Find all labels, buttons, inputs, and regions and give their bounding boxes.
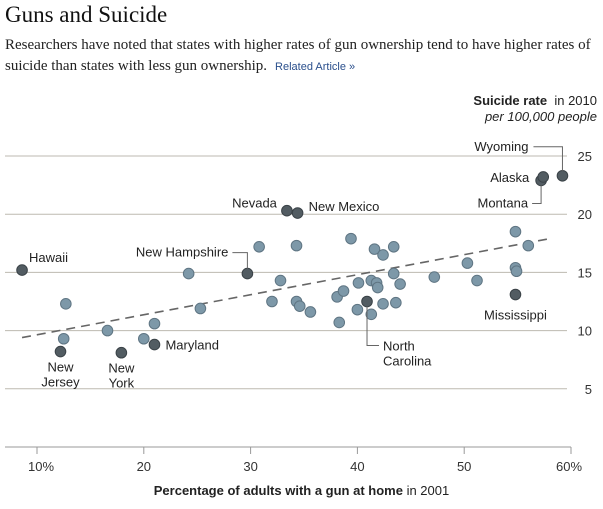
data-point: [290, 239, 303, 252]
y-axis-label-bold: Suicide rate: [473, 93, 548, 108]
data-point: [138, 332, 150, 345]
label-new-york: New York: [108, 361, 135, 391]
data-point: [60, 298, 72, 310]
label-new-mexico: New Mexico: [309, 199, 380, 214]
data-point: [471, 274, 483, 287]
label-new-jersey-line: New: [47, 360, 74, 375]
label-new-jersey-line: Jersey: [41, 375, 80, 390]
data-point: [194, 302, 207, 315]
label-new-jersey: New Jersey: [41, 360, 80, 390]
x-tick-label: 50: [457, 459, 471, 474]
data-point: [182, 267, 195, 280]
trendline: [21, 237, 550, 339]
x-tick-label: 60%: [556, 459, 582, 474]
data-point: [253, 240, 265, 253]
x-tick-label: 10%: [28, 459, 54, 474]
data-point: [351, 303, 364, 316]
data-point: [333, 316, 346, 329]
chart-subtitle: Researchers have noted that states with …: [5, 35, 600, 78]
label-wyoming: Wyoming: [474, 139, 528, 154]
data-point: [394, 278, 406, 290]
point-maryland: [148, 338, 161, 351]
trendline-group: [21, 237, 550, 339]
x-axis: 10% 20 30 40 50 60%: [5, 446, 582, 474]
y-tick-label: 5: [585, 382, 592, 397]
point-new-hampshire: [241, 267, 254, 280]
x-axis-label: Percentage of adults with a gun at home …: [0, 483, 603, 498]
data-point: [57, 332, 70, 345]
y-axis-unit: per 100,000 people: [484, 109, 597, 124]
label-new-york-line: New: [108, 361, 135, 376]
data-point: [274, 274, 287, 287]
data-point: [390, 296, 402, 309]
label-north-carolina-line: North: [383, 339, 415, 354]
data-point: [148, 317, 161, 330]
x-tick-label: 40: [350, 459, 364, 474]
point-north-carolina: [361, 295, 373, 308]
subtitle-text: Researchers have noted that states with …: [5, 37, 591, 74]
data-point: [337, 285, 350, 297]
data-point: [368, 243, 381, 255]
data-point: [428, 271, 441, 283]
x-axis-label-bold: Percentage of adults with a gun at home: [153, 483, 403, 498]
label-new-hampshire: New Hampshire: [136, 245, 228, 260]
leader-line: [232, 252, 248, 269]
related-article-link[interactable]: Related Article »: [275, 61, 356, 73]
point-new-jersey: [54, 345, 67, 358]
data-point: [352, 277, 365, 289]
y-tick-label: 20: [578, 207, 592, 222]
x-tick-label: 30: [243, 459, 257, 474]
data-point: [371, 281, 384, 294]
data-point: [101, 324, 114, 337]
leader-line: [366, 306, 380, 346]
data-point: [365, 308, 378, 321]
point-mississippi: [509, 288, 522, 301]
label-nevada: Nevada: [232, 196, 278, 211]
label-hawaii: Hawaii: [29, 250, 68, 265]
y-tick-label: 15: [578, 265, 592, 280]
data-point: [345, 232, 357, 245]
data-point: [522, 239, 535, 252]
data-point: [387, 267, 400, 280]
data-point: [387, 240, 400, 253]
chart-title: Guns and Suicide: [5, 2, 168, 27]
point-hawaii: [16, 264, 28, 276]
y-tick-label: 25: [578, 149, 592, 164]
point-wyoming: [556, 169, 569, 182]
point-nevada: [281, 204, 293, 217]
leader-line: [533, 146, 563, 171]
point-alaska: [537, 171, 550, 183]
label-maryland: Maryland: [165, 338, 218, 353]
label-mississippi: Mississippi: [484, 308, 547, 323]
label-north-carolina: North Carolina: [383, 339, 432, 369]
gridlines: 5 10 15 20 25: [5, 149, 592, 397]
point-new-mexico: [291, 207, 304, 219]
data-point: [509, 225, 522, 238]
point-new-york: [115, 346, 128, 359]
x-tick-label: 20: [137, 459, 151, 474]
label-new-york-line: York: [109, 376, 135, 391]
data-point: [377, 249, 389, 261]
data-point: [293, 300, 306, 312]
data-point: [266, 295, 278, 308]
x-axis-label-suffix: in 2001: [406, 483, 450, 498]
data-point: [461, 257, 474, 269]
points-group: [16, 169, 569, 359]
data-point: [377, 298, 389, 310]
y-axis-label: Suicide rate in 2010 per 100,000 people: [473, 93, 597, 125]
y-axis-label-suffix: in 2010: [554, 93, 597, 108]
label-montana: Montana: [478, 195, 529, 210]
label-alaska: Alaska: [490, 170, 530, 185]
label-north-carolina-line: Carolina: [383, 354, 432, 369]
data-point: [304, 306, 317, 318]
data-point: [510, 265, 523, 278]
y-tick-label: 10: [578, 324, 592, 339]
leader-line: [532, 185, 542, 204]
